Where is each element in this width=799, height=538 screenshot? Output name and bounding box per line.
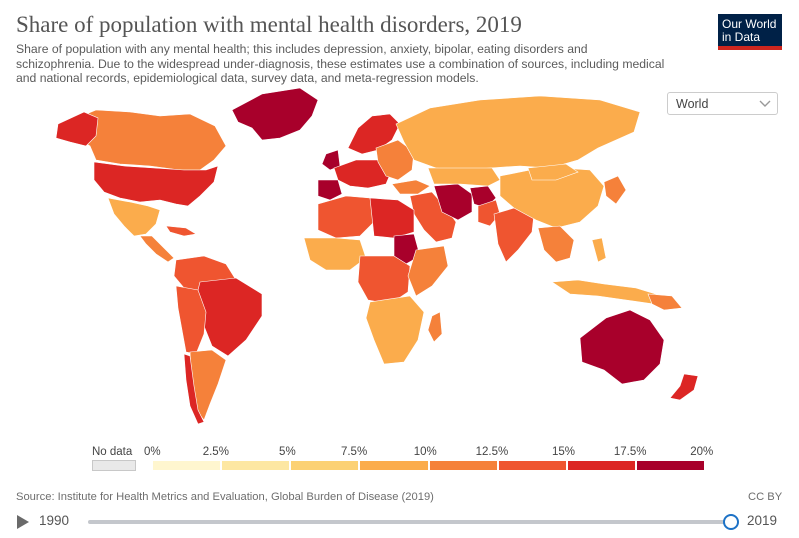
region-canada[interactable] xyxy=(71,109,227,171)
region-caribbean[interactable] xyxy=(165,225,197,237)
legend-threshold-label: 17.5% xyxy=(613,446,647,458)
region-russia[interactable] xyxy=(395,95,641,171)
world-map xyxy=(55,87,699,425)
legend-threshold-label: 12.5% xyxy=(475,446,509,458)
region-australia[interactable] xyxy=(579,309,665,385)
play-icon[interactable] xyxy=(17,515,29,529)
region-chile[interactable] xyxy=(183,353,205,425)
chevron-down-icon xyxy=(759,100,771,107)
region-madagascar[interactable] xyxy=(427,311,443,343)
legend-bin-swatch[interactable] xyxy=(290,460,360,471)
legend-bin-swatch[interactable] xyxy=(635,460,705,471)
legend-bin-swatch[interactable] xyxy=(221,460,291,471)
chart-title: Share of population with mental health d… xyxy=(16,12,522,37)
region-india[interactable] xyxy=(493,207,535,263)
legend-bin-swatch[interactable] xyxy=(428,460,498,471)
legend-threshold-label: 7.5% xyxy=(340,446,368,458)
legend-threshold-label: 2.5% xyxy=(202,446,229,458)
region-papua-new-guinea[interactable] xyxy=(647,293,683,311)
region-philippines[interactable] xyxy=(591,237,607,263)
region-middle-east[interactable] xyxy=(409,191,457,243)
legend-bin-swatch[interactable] xyxy=(152,460,222,471)
region-west-africa[interactable] xyxy=(303,237,367,271)
region-alaska[interactable] xyxy=(55,111,99,147)
timeline-handle[interactable] xyxy=(723,514,739,530)
entity-selector-value: World xyxy=(676,97,709,111)
region-united-states[interactable] xyxy=(93,161,219,207)
region-central-africa[interactable] xyxy=(357,255,411,305)
region-japan-korea[interactable] xyxy=(603,175,627,205)
region-east-africa[interactable] xyxy=(407,245,449,297)
logo-line-1: Our World xyxy=(722,17,777,31)
region-central-america[interactable] xyxy=(139,235,175,263)
legend-threshold-label: 20% xyxy=(690,446,714,458)
legend-no-data-swatch[interactable] xyxy=(92,460,136,471)
source-note[interactable]: Source: Institute for Health Metrics and… xyxy=(16,491,434,503)
legend-threshold-label: 0% xyxy=(144,446,161,458)
region-western-europe[interactable] xyxy=(333,159,393,189)
region-north-africa-east[interactable] xyxy=(369,197,415,239)
entity-selector[interactable]: World xyxy=(667,92,778,115)
region-iberia[interactable] xyxy=(317,179,343,201)
region-central-asia[interactable] xyxy=(427,167,501,187)
region-southeast-asia[interactable] xyxy=(537,225,575,263)
region-north-africa-west[interactable] xyxy=(317,195,375,239)
region-mexico[interactable] xyxy=(107,197,161,237)
license-label[interactable]: CC BY xyxy=(748,491,783,503)
chart-subtitle: Share of population with any mental heal… xyxy=(16,42,665,86)
legend-bin-swatch[interactable] xyxy=(359,460,429,471)
logo-line-2: in Data xyxy=(722,30,761,44)
timeline-end-year[interactable]: 2019 xyxy=(747,513,778,528)
region-indonesia[interactable] xyxy=(551,279,663,305)
timeline: 1990 2019 xyxy=(0,508,799,538)
region-mongolia[interactable] xyxy=(527,163,579,181)
legend-bin-swatch[interactable] xyxy=(566,460,636,471)
region-new-zealand[interactable] xyxy=(669,373,699,401)
legend-threshold-label: 15% xyxy=(551,446,575,458)
region-southern-africa[interactable] xyxy=(365,295,425,365)
region-eastern-europe[interactable] xyxy=(375,139,415,181)
owid-logo[interactable]: Our World in Data xyxy=(718,14,782,50)
timeline-track[interactable] xyxy=(88,520,731,524)
region-turkey[interactable] xyxy=(391,179,431,195)
legend-no-data-label: No data xyxy=(92,446,133,458)
region-greenland[interactable] xyxy=(231,87,319,141)
legend-threshold-label: 5% xyxy=(279,446,296,458)
color-legend: No data 0% 2.5% 5% 7.5% 10% 12.5% 15% 17.5% 20% xyxy=(0,440,799,480)
timeline-start-year[interactable]: 1990 xyxy=(39,513,70,528)
legend-threshold-label: 10% xyxy=(413,446,437,458)
legend-bin-swatch[interactable] xyxy=(497,460,567,471)
